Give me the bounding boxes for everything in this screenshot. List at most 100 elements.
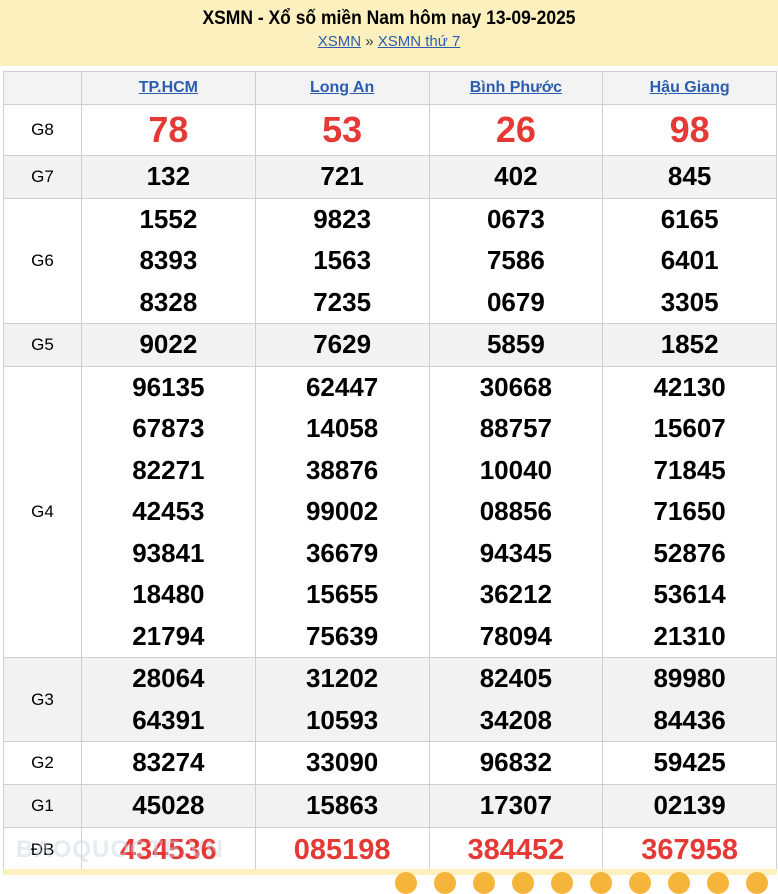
prize-number: 7629	[313, 329, 372, 359]
prize-cell: 42130 15607 71845 71650 52876 53614 21310	[602, 365, 777, 658]
prize-number: 21794	[132, 620, 205, 651]
prize-cell: 17307	[428, 783, 604, 828]
prize-cell: 1552 8393 8328	[81, 197, 256, 324]
prize-number: 84436	[653, 704, 726, 735]
decorative-dot	[473, 872, 495, 894]
prize-number: 1552	[139, 203, 198, 234]
province-header: Long An	[254, 71, 430, 105]
prize-cell: 384452	[428, 826, 604, 874]
prize-number: 7235	[313, 286, 372, 317]
prize-cell: 9022	[81, 323, 256, 367]
prize-number: 38876	[305, 454, 379, 485]
breadcrumb-xsmn-thu-7[interactable]: XSMN thứ 7	[377, 33, 461, 50]
prize-number: 21310	[653, 620, 726, 651]
province-header: Hậu Giang	[602, 71, 777, 105]
results-table: TP.HCM Long An Bình Phước Hậu Giang G8 78 53 2…	[3, 71, 777, 874]
prize-label: G7	[3, 155, 82, 199]
prize-number: 6165	[660, 203, 719, 234]
prize-number: 59425	[653, 747, 726, 777]
prize-cell: 30668 88757 10040 08856 94345 36212 78094	[428, 365, 604, 658]
page-title: XSMN - Xổ số miền Nam hôm nay 13-09-2025	[202, 8, 576, 29]
prize-number: 33090	[305, 747, 379, 777]
prize-cell: 7629	[254, 323, 430, 367]
province-header: TP.HCM	[81, 71, 256, 105]
prize-cell: 1852	[602, 323, 777, 367]
prize-label: G2	[3, 741, 82, 785]
prize-cell: 96832	[428, 741, 604, 785]
prize-number: 53614	[653, 579, 726, 609]
prize-row-4: G4 96135 67873 82271 42453 93841 18480 21794 624…	[3, 365, 777, 658]
province-link[interactable]: Bình Phước	[469, 79, 563, 96]
footer-strip	[3, 869, 777, 875]
prize-number: 45028	[132, 789, 205, 820]
prize-number: 721	[320, 161, 364, 191]
prize-number: 15607	[653, 413, 726, 443]
prize-row-7: G1 45028 15863 17307 02139	[3, 783, 777, 828]
prize-number: 9022	[139, 329, 198, 359]
prize-row-2: G6 1552 8393 8328 9823 1563 7235 0673 7586 0679 61…	[3, 197, 777, 324]
prize-number: 82405	[479, 663, 553, 693]
prize-number: 36212	[479, 579, 553, 609]
prize-number: 71845	[653, 454, 726, 485]
prize-number: 98	[669, 109, 710, 150]
province-header: Bình Phước	[428, 71, 604, 105]
prize-number: 384452	[467, 833, 565, 866]
prize-number: 94345	[479, 537, 553, 568]
prize-cell: 45028	[81, 783, 256, 828]
prize-cell: 62447 14058 38876 99002 36679 15655 75639	[254, 365, 430, 658]
prize-row-5: G3 28064 64391 31202 10593 82405 34208 89980 844…	[3, 657, 777, 742]
prize-label: G5	[3, 323, 82, 367]
breadcrumb-xsmn[interactable]: XSMN	[317, 33, 362, 50]
prize-number: 845	[667, 161, 712, 191]
prize-label: G1	[3, 783, 82, 828]
province-link[interactable]: Long An	[309, 79, 375, 96]
decorative-dot	[707, 872, 729, 894]
prize-cell: 28064 64391	[81, 657, 256, 742]
prize-row-8: ĐB 434536 085198 384452 367958	[3, 826, 777, 874]
prize-number: 71650	[653, 496, 726, 526]
prize-cell: 132	[81, 155, 256, 199]
prize-number: 14058	[305, 413, 379, 443]
prize-number: 0679	[486, 286, 545, 317]
prize-number: 34208	[479, 704, 553, 735]
prize-label: G6	[3, 197, 82, 324]
header-corner	[3, 71, 82, 105]
prize-number: 88757	[479, 413, 553, 443]
prize-cell: 5859	[428, 323, 604, 367]
province-link[interactable]: TP.HCM	[138, 79, 198, 96]
prize-cell: 845	[602, 155, 777, 199]
prize-label: G3	[3, 657, 82, 742]
prize-number: 30668	[479, 371, 553, 402]
decorative-dot	[512, 872, 534, 894]
prize-cell: 0673 7586 0679	[428, 197, 604, 324]
table-header-row: TP.HCM Long An Bình Phước Hậu Giang	[3, 71, 777, 105]
decorative-dot	[590, 872, 612, 894]
prize-number: 7586	[486, 245, 545, 275]
province-link[interactable]: Hậu Giang	[649, 79, 730, 96]
page-header: XSMN - Xổ số miền Nam hôm nay 13-09-2025…	[0, 0, 778, 66]
prize-number: 08856	[479, 496, 553, 526]
prize-number: 8328	[139, 286, 198, 317]
prize-number: 5859	[486, 329, 545, 359]
prize-number: 15863	[305, 789, 379, 820]
decorative-dot	[395, 872, 417, 894]
prize-number: 96832	[479, 747, 553, 777]
prize-cell: 02139	[602, 783, 777, 828]
decorative-dot	[746, 872, 768, 894]
decorative-dot	[629, 872, 651, 894]
prize-number: 78094	[479, 620, 553, 651]
prize-number: 3305	[660, 286, 719, 317]
prize-cell: 367958	[602, 826, 777, 874]
prize-cell: 31202 10593	[254, 657, 430, 742]
prize-number: 28064	[132, 663, 205, 693]
prize-label: G8	[3, 104, 82, 156]
decorative-dot	[668, 872, 690, 894]
prize-label: G4	[3, 365, 82, 658]
prize-number: 53	[322, 109, 363, 150]
prize-number: 1563	[313, 245, 372, 275]
prize-cell: 59425	[602, 741, 777, 785]
prize-cell: 83274	[81, 741, 256, 785]
prize-number: 15655	[305, 579, 379, 609]
prize-cell: 53	[254, 104, 430, 156]
prize-cell: 721	[254, 155, 430, 199]
